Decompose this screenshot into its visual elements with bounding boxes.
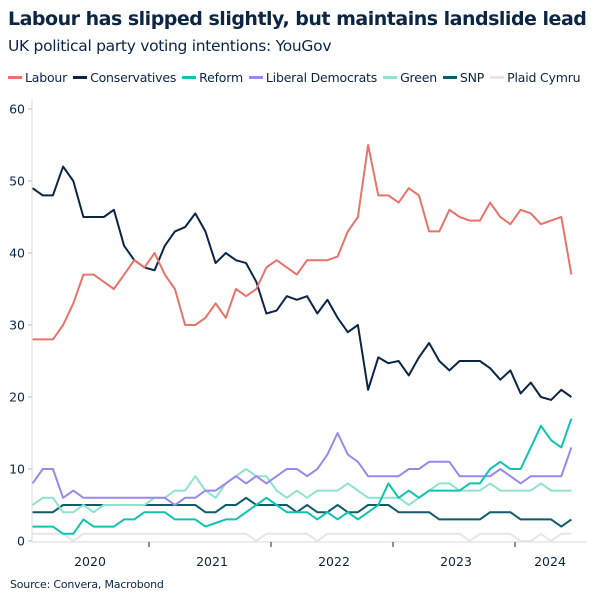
- legend-label: Green: [400, 70, 437, 85]
- y-tick-label: 30: [9, 318, 25, 333]
- legend-label: Reform: [199, 70, 243, 85]
- legend-swatch: [182, 76, 197, 79]
- legend-item-labour: Labour: [8, 70, 67, 85]
- x-tick-label: 2023: [440, 554, 472, 569]
- legend-item-reform: Reform: [182, 70, 243, 85]
- legend-item-conservatives: Conservatives: [73, 70, 176, 85]
- legend-swatch: [383, 76, 398, 79]
- legend-label: Plaid Cymru: [507, 70, 581, 85]
- chart-subtitle: UK political party voting intentions: Yo…: [8, 37, 332, 55]
- y-tick-label: 50: [9, 174, 25, 189]
- y-tick-label: 40: [9, 246, 25, 261]
- legend-swatch: [248, 76, 263, 79]
- legend-swatch: [8, 76, 22, 79]
- legend-item-liberal-democrats: Liberal Democrats: [248, 70, 378, 85]
- legend-swatch: [490, 76, 505, 79]
- legend-label: Labour: [25, 70, 68, 85]
- legend-item-snp: SNP: [442, 70, 485, 85]
- y-tick-label: 0: [17, 534, 25, 549]
- y-tick-label: 10: [9, 462, 25, 477]
- x-tick-label: 2021: [196, 554, 228, 569]
- series-line-green: [32, 468, 572, 514]
- legend-swatch: [442, 76, 457, 79]
- legend-swatch: [73, 76, 88, 79]
- y-tick-label: 20: [9, 390, 25, 405]
- legend-label: SNP: [459, 70, 485, 85]
- x-tick-label: 2022: [318, 554, 350, 569]
- series-line-conservatives: [32, 165, 572, 401]
- legend: Labour Conservatives Reform Liberal Demo…: [8, 70, 586, 85]
- series-line-labour: [32, 144, 573, 341]
- legend-item-green: Green: [383, 70, 437, 85]
- source-note: Source: Convera, Macrobond: [10, 578, 164, 591]
- y-tick-label: 60: [9, 102, 25, 117]
- x-tick-label: 2020: [74, 554, 106, 569]
- series-line-liberal-democrats: [31, 432, 573, 506]
- legend-item-plaid-cymru: Plaid Cymru: [490, 70, 581, 85]
- chart-title: Labour has slipped slightly, but maintai…: [8, 8, 587, 30]
- series-line-reform: [32, 418, 573, 535]
- legend-label: Conservatives: [90, 70, 177, 85]
- x-tick-label: 2024: [534, 554, 566, 569]
- series-line-plaid-cymru: [32, 532, 572, 542]
- legend-label: Liberal Democrats: [265, 70, 378, 85]
